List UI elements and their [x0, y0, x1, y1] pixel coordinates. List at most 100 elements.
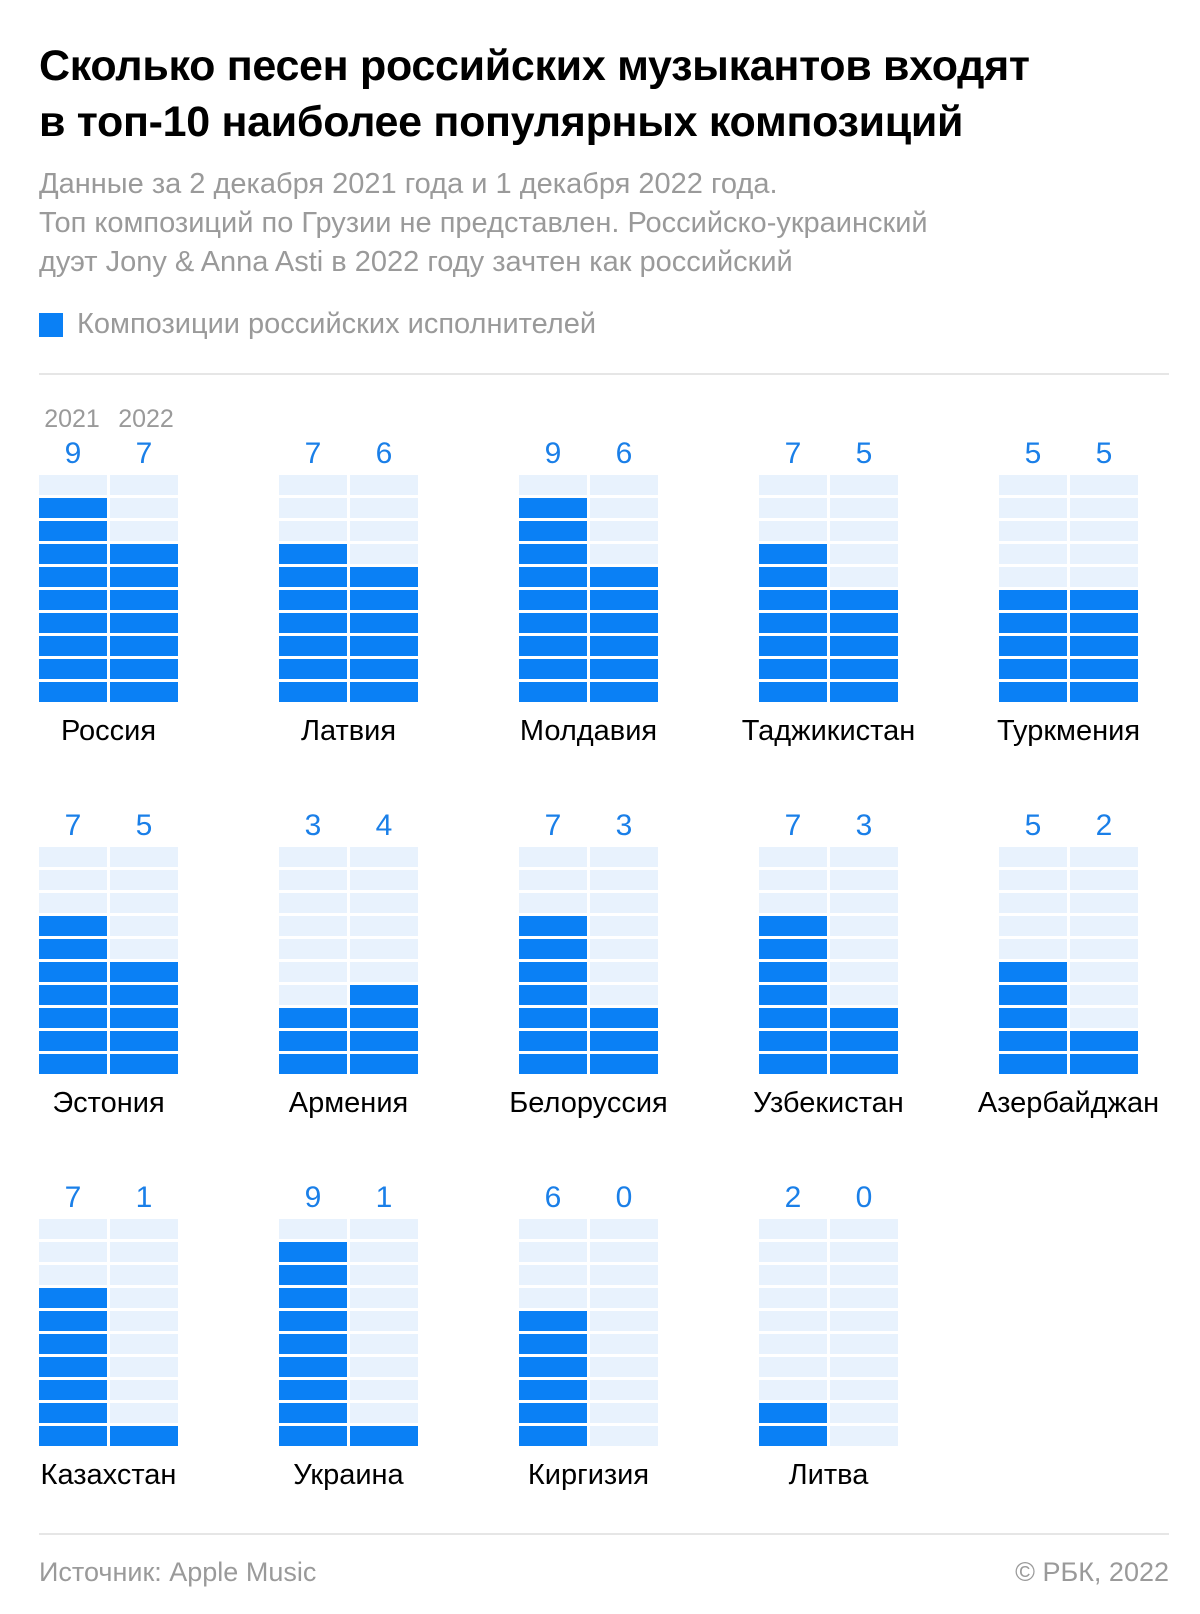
value-label-country-8-2022: 3 — [856, 809, 873, 842]
filled-cell-country-2-2021 — [519, 613, 587, 633]
empty-cell-country-10-2022 — [110, 1219, 178, 1239]
value-label-country-5-2021: 7 — [65, 809, 82, 842]
chart-title: Сколько песен российских музыкантов вход… — [39, 38, 1169, 150]
empty-cell-country-10-2022 — [110, 1380, 178, 1400]
empty-cell-country-7-2021 — [519, 893, 587, 913]
empty-cell-country-7-2022 — [590, 985, 658, 1005]
filled-cell-country-4-2021 — [999, 636, 1067, 656]
empty-cell-country-4-2022 — [1070, 498, 1138, 518]
value-label-country-4-2022: 5 — [1096, 437, 1113, 470]
empty-cell-country-11-2022 — [350, 1288, 418, 1308]
filled-cell-country-0-2022 — [110, 613, 178, 633]
value-label-country-6-2022: 4 — [376, 809, 393, 842]
empty-cell-country-9-2022 — [1070, 939, 1138, 959]
subtitle-line-1: Данные за 2 декабря 2021 года и 1 декабр… — [39, 168, 778, 200]
empty-cell-country-9-2021 — [999, 916, 1067, 936]
legend: Композиции российских исполнителей — [39, 308, 596, 341]
filled-cell-country-3-2021 — [759, 544, 827, 564]
value-label-country-6-2021: 3 — [305, 809, 322, 842]
empty-cell-country-5-2022 — [110, 893, 178, 913]
empty-cell-country-9-2021 — [999, 939, 1067, 959]
empty-cell-country-10-2022 — [110, 1265, 178, 1285]
filled-cell-country-10-2021 — [39, 1426, 107, 1446]
filled-cell-country-2-2022 — [590, 659, 658, 679]
empty-cell-country-3-2021 — [759, 521, 827, 541]
empty-cell-country-12-2022 — [590, 1380, 658, 1400]
empty-cell-country-12-2022 — [590, 1334, 658, 1354]
filled-cell-country-11-2021 — [279, 1357, 347, 1377]
filled-cell-country-8-2021 — [759, 985, 827, 1005]
country-label-12: Киргизия — [528, 1459, 649, 1491]
filled-cell-country-0-2021 — [39, 590, 107, 610]
empty-cell-country-1-2022 — [350, 475, 418, 495]
empty-cell-country-7-2022 — [590, 916, 658, 936]
filled-cell-country-11-2021 — [279, 1380, 347, 1400]
value-label-country-13-2022: 0 — [856, 1181, 873, 1214]
empty-cell-country-9-2022 — [1070, 985, 1138, 1005]
country-label-6: Армения — [289, 1087, 408, 1119]
filled-cell-country-11-2021 — [279, 1288, 347, 1308]
empty-cell-country-13-2021 — [759, 1288, 827, 1308]
filled-cell-country-0-2021 — [39, 544, 107, 564]
filled-cell-country-4-2021 — [999, 659, 1067, 679]
country-label-8: Узбекистан — [753, 1087, 904, 1119]
empty-cell-country-13-2021 — [759, 1311, 827, 1331]
empty-cell-country-6-2021 — [279, 985, 347, 1005]
filled-cell-country-4-2021 — [999, 682, 1067, 702]
filled-cell-country-11-2021 — [279, 1403, 347, 1423]
empty-cell-country-13-2021 — [759, 1265, 827, 1285]
empty-cell-country-7-2022 — [590, 939, 658, 959]
empty-cell-country-10-2022 — [110, 1288, 178, 1308]
filled-cell-country-0-2022 — [110, 659, 178, 679]
empty-cell-country-13-2022 — [830, 1357, 898, 1377]
empty-cell-country-4-2021 — [999, 567, 1067, 587]
empty-cell-country-3-2021 — [759, 498, 827, 518]
empty-cell-country-7-2021 — [519, 870, 587, 890]
filled-cell-country-8-2021 — [759, 962, 827, 982]
empty-cell-country-10-2021 — [39, 1219, 107, 1239]
empty-cell-country-8-2022 — [830, 939, 898, 959]
filled-cell-country-0-2022 — [110, 636, 178, 656]
empty-cell-country-8-2022 — [830, 916, 898, 936]
subtitle-line-3: дуэт Jony & Anna Asti в 2022 году зачтен… — [39, 246, 793, 278]
empty-cell-country-4-2021 — [999, 544, 1067, 564]
filled-cell-country-10-2021 — [39, 1357, 107, 1377]
value-label-country-13-2021: 2 — [785, 1181, 802, 1214]
filled-cell-country-3-2022 — [830, 590, 898, 610]
empty-cell-country-7-2022 — [590, 962, 658, 982]
year-label-2021: 2021 — [44, 405, 100, 433]
filled-cell-country-2-2021 — [519, 659, 587, 679]
value-label-country-7-2022: 3 — [616, 809, 633, 842]
filled-cell-country-0-2022 — [110, 567, 178, 587]
filled-cell-country-7-2021 — [519, 939, 587, 959]
country-label-5: Эстония — [52, 1087, 164, 1119]
empty-cell-country-8-2022 — [830, 985, 898, 1005]
empty-cell-country-1-2021 — [279, 521, 347, 541]
country-label-11: Украина — [293, 1459, 404, 1491]
filled-cell-country-6-2022 — [350, 1008, 418, 1028]
value-label-country-2-2021: 9 — [545, 437, 562, 470]
filled-cell-country-7-2021 — [519, 916, 587, 936]
country-label-9: Азербайджан — [978, 1087, 1159, 1119]
empty-cell-country-12-2021 — [519, 1288, 587, 1308]
filled-cell-country-7-2022 — [590, 1031, 658, 1051]
filled-cell-country-5-2021 — [39, 939, 107, 959]
empty-cell-country-11-2022 — [350, 1311, 418, 1331]
filled-cell-country-4-2022 — [1070, 613, 1138, 633]
empty-cell-country-6-2021 — [279, 916, 347, 936]
filled-cell-country-0-2022 — [110, 590, 178, 610]
empty-cell-country-2-2022 — [590, 544, 658, 564]
empty-cell-country-13-2022 — [830, 1426, 898, 1446]
empty-cell-country-9-2022 — [1070, 870, 1138, 890]
empty-cell-country-11-2022 — [350, 1380, 418, 1400]
empty-cell-country-4-2022 — [1070, 544, 1138, 564]
filled-cell-country-1-2022 — [350, 682, 418, 702]
empty-cell-country-0-2022 — [110, 521, 178, 541]
empty-cell-country-4-2021 — [999, 475, 1067, 495]
empty-cell-country-13-2022 — [830, 1403, 898, 1423]
filled-cell-country-3-2022 — [830, 613, 898, 633]
filled-cell-country-3-2021 — [759, 682, 827, 702]
filled-cell-country-7-2022 — [590, 1054, 658, 1074]
filled-cell-country-9-2021 — [999, 1054, 1067, 1074]
empty-cell-country-5-2021 — [39, 847, 107, 867]
